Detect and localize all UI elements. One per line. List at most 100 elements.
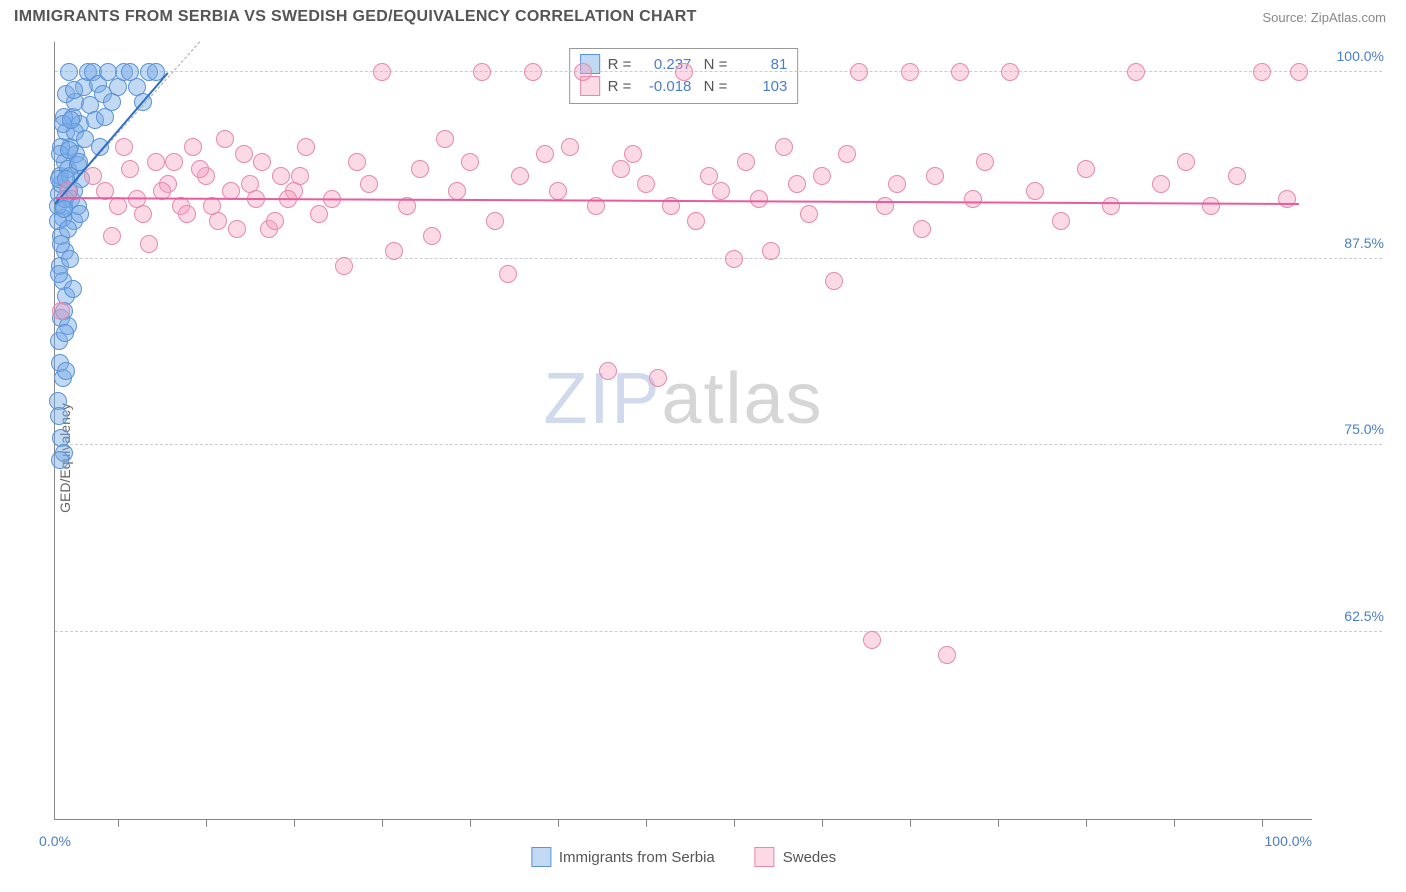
legend-label-0: Immigrants from Serbia bbox=[559, 849, 715, 866]
data-point bbox=[266, 212, 284, 230]
chart-container: GED/Equivalency ZIPatlas R = 0.237 N = 8… bbox=[14, 36, 1392, 880]
data-point bbox=[964, 190, 982, 208]
data-point bbox=[103, 227, 121, 245]
x-tick-label-right: 100.0% bbox=[1265, 833, 1312, 849]
data-point bbox=[65, 81, 83, 99]
gridline-h bbox=[55, 444, 1382, 445]
x-tick bbox=[118, 819, 119, 827]
data-point bbox=[888, 175, 906, 193]
gridline-h bbox=[55, 258, 1382, 259]
data-point bbox=[310, 205, 328, 223]
y-tick-label: 75.0% bbox=[1320, 421, 1384, 437]
data-point bbox=[385, 242, 403, 260]
data-point bbox=[951, 63, 969, 81]
data-point bbox=[574, 63, 592, 81]
data-point bbox=[411, 160, 429, 178]
x-tick bbox=[470, 819, 471, 827]
data-point bbox=[675, 63, 693, 81]
data-point bbox=[913, 220, 931, 238]
gridline-h bbox=[55, 631, 1382, 632]
data-point bbox=[486, 212, 504, 230]
data-point bbox=[1026, 182, 1044, 200]
data-point bbox=[1278, 190, 1296, 208]
legend-item-0: Immigrants from Serbia bbox=[531, 847, 715, 867]
data-point bbox=[863, 631, 881, 649]
x-tick bbox=[294, 819, 295, 827]
data-point bbox=[1077, 160, 1095, 178]
data-point bbox=[750, 190, 768, 208]
data-point bbox=[335, 257, 353, 275]
data-point bbox=[52, 302, 70, 320]
data-point bbox=[1102, 197, 1120, 215]
y-tick-label: 87.5% bbox=[1320, 235, 1384, 251]
data-point bbox=[147, 153, 165, 171]
data-point bbox=[191, 160, 209, 178]
data-point bbox=[511, 167, 529, 185]
data-point bbox=[297, 138, 315, 156]
data-point bbox=[825, 272, 843, 290]
stats-n-value-1: 103 bbox=[735, 78, 787, 95]
data-point bbox=[64, 280, 82, 298]
data-point bbox=[57, 362, 75, 380]
data-point bbox=[612, 160, 630, 178]
x-tick bbox=[1174, 819, 1175, 827]
data-point bbox=[140, 235, 158, 253]
watermark: ZIPatlas bbox=[543, 358, 823, 440]
x-tick bbox=[1262, 819, 1263, 827]
data-point bbox=[473, 63, 491, 81]
data-point bbox=[549, 182, 567, 200]
data-point bbox=[976, 153, 994, 171]
x-tick bbox=[910, 819, 911, 827]
data-point bbox=[1152, 175, 1170, 193]
x-tick bbox=[734, 819, 735, 827]
data-point bbox=[712, 182, 730, 200]
x-tick bbox=[558, 819, 559, 827]
stats-n-label: N = bbox=[699, 78, 727, 95]
x-tick bbox=[382, 819, 383, 827]
x-tick bbox=[822, 819, 823, 827]
watermark-part2: atlas bbox=[661, 359, 823, 439]
data-point bbox=[850, 63, 868, 81]
data-point bbox=[813, 167, 831, 185]
data-point bbox=[687, 212, 705, 230]
data-point bbox=[762, 242, 780, 260]
x-tick bbox=[998, 819, 999, 827]
data-point bbox=[838, 145, 856, 163]
legend-item-1: Swedes bbox=[755, 847, 836, 867]
data-point bbox=[624, 145, 642, 163]
data-point bbox=[1177, 153, 1195, 171]
data-point bbox=[228, 220, 246, 238]
data-point bbox=[524, 63, 542, 81]
data-point bbox=[216, 130, 234, 148]
data-point bbox=[121, 160, 139, 178]
legend-swatch-0 bbox=[531, 847, 551, 867]
x-tick bbox=[206, 819, 207, 827]
data-point bbox=[901, 63, 919, 81]
data-point bbox=[203, 197, 221, 215]
chart-source: Source: ZipAtlas.com bbox=[1262, 10, 1386, 25]
data-point bbox=[109, 197, 127, 215]
data-point bbox=[700, 167, 718, 185]
data-point bbox=[637, 175, 655, 193]
legend-label-1: Swedes bbox=[783, 849, 836, 866]
data-point bbox=[60, 63, 78, 81]
data-point bbox=[115, 138, 133, 156]
data-point bbox=[60, 141, 78, 159]
data-point bbox=[84, 167, 102, 185]
data-point bbox=[178, 205, 196, 223]
stats-r-label: R = bbox=[608, 78, 632, 95]
data-point bbox=[51, 451, 69, 469]
data-point bbox=[62, 111, 80, 129]
data-point bbox=[56, 324, 74, 342]
x-tick bbox=[1086, 819, 1087, 827]
data-point bbox=[184, 138, 202, 156]
data-point bbox=[165, 153, 183, 171]
data-point bbox=[499, 265, 517, 283]
chart-header: IMMIGRANTS FROM SERBIA VS SWEDISH GED/EQ… bbox=[0, 0, 1406, 30]
data-point bbox=[599, 362, 617, 380]
data-point bbox=[272, 167, 290, 185]
data-point bbox=[423, 227, 441, 245]
chart-title: IMMIGRANTS FROM SERBIA VS SWEDISH GED/EQ… bbox=[14, 8, 697, 26]
data-point bbox=[235, 145, 253, 163]
data-point bbox=[649, 369, 667, 387]
